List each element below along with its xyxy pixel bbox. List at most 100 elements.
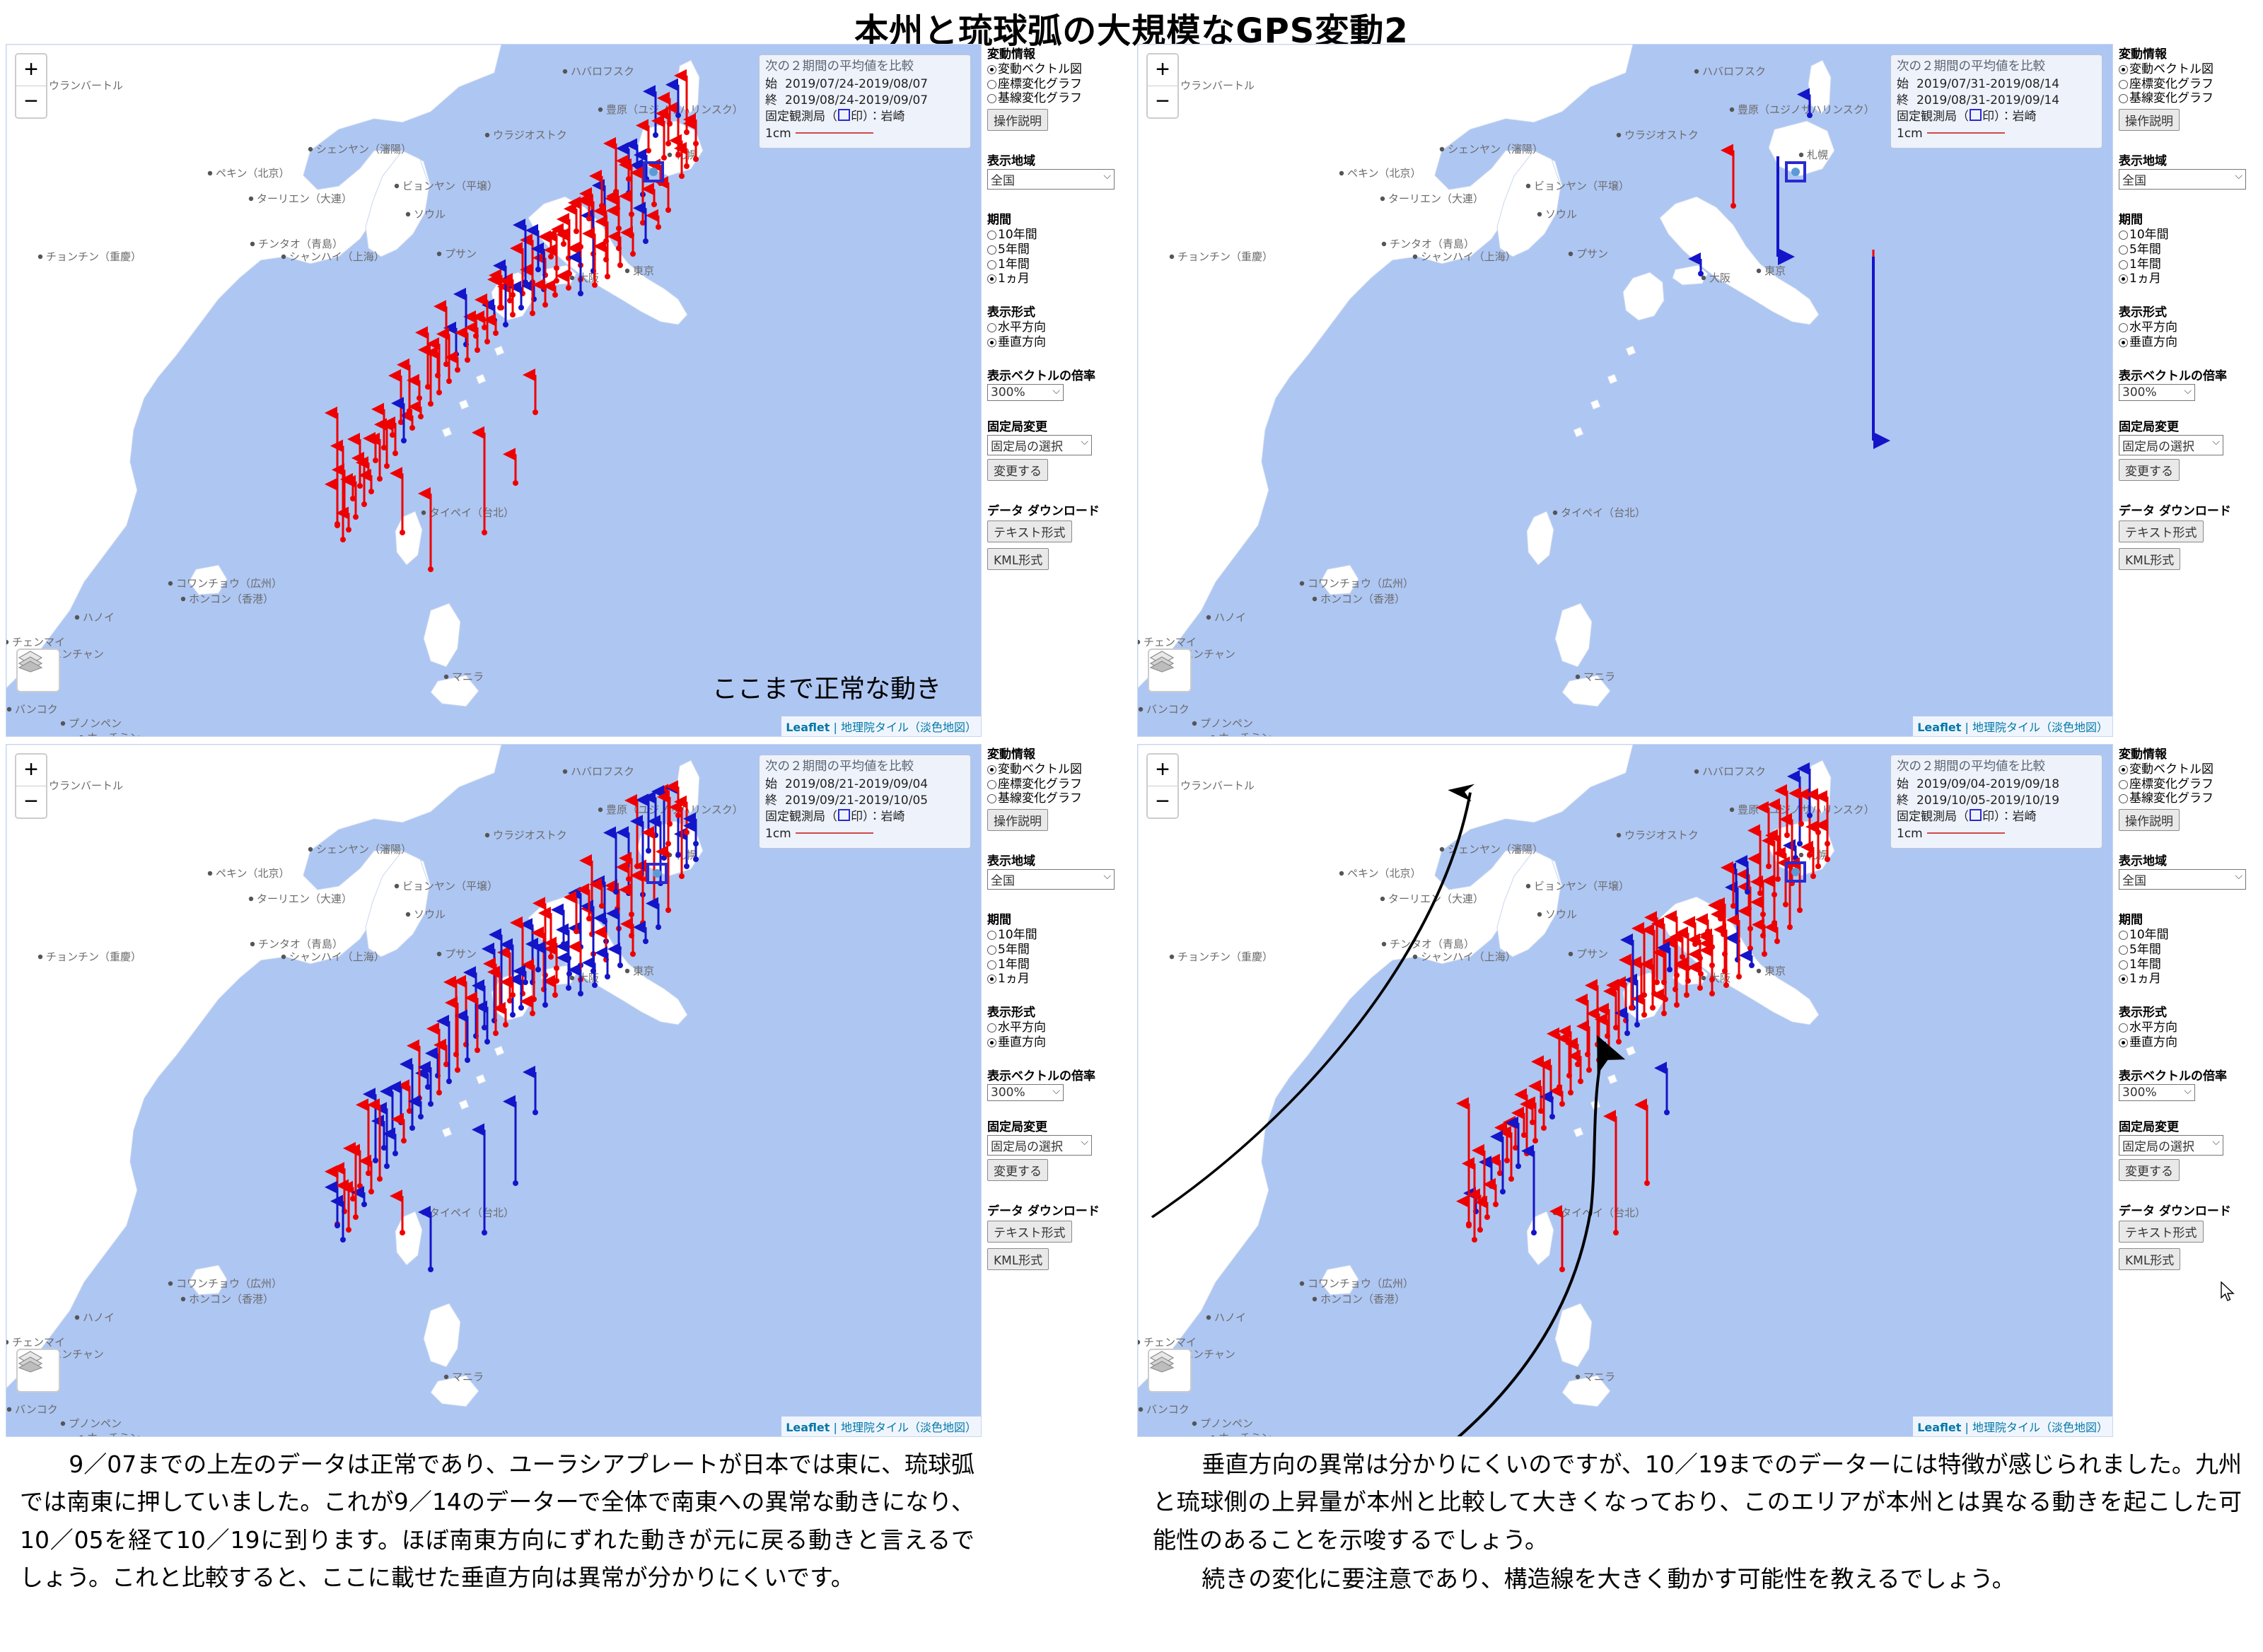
attribution-leaflet-link[interactable]: Leaflet bbox=[786, 721, 830, 734]
gps-map-panel-3[interactable]: ウランバートル ハバロフスク 豊原（ユジノサハリンスク） ウラジオストク シェンヤン（瀋… bbox=[0, 744, 1132, 1444]
radio-indicator[interactable] bbox=[2119, 337, 2128, 347]
leaflet-map[interactable]: ウランバートル ハバロフスク 豊原（ユジノサハリンスク） ウラジオストク シェンヤン（瀋… bbox=[1137, 744, 2113, 1437]
radio-variation-0[interactable]: 変動ベクトル図 bbox=[987, 62, 1132, 77]
radio-indicator[interactable] bbox=[2119, 1023, 2128, 1033]
download-text-button[interactable]: テキスト形式 bbox=[2119, 1220, 2204, 1243]
radio-indicator[interactable] bbox=[987, 231, 996, 240]
zoom-control[interactable]: + − bbox=[1146, 753, 1179, 819]
zoom-control[interactable]: + − bbox=[15, 53, 47, 119]
radio-indicator[interactable] bbox=[987, 260, 996, 269]
leaflet-map[interactable]: ウランバートル ハバロフスク 豊原（ユジノサハリンスク） ウラジオストク シェンヤン（瀋… bbox=[6, 744, 982, 1437]
radio-indicator[interactable] bbox=[987, 794, 996, 804]
control-form[interactable]: 変動情報 変動ベクトル図 座標変化グラフ 基線変化グラフ 操作説明 表示地域 ⌵ 全国 期間 10… bbox=[987, 744, 1132, 1437]
radio-variation-1[interactable]: 座標変化グラフ bbox=[2119, 77, 2263, 92]
radio-indicator[interactable] bbox=[2119, 779, 2128, 789]
radio-variation-0[interactable]: 変動ベクトル図 bbox=[987, 762, 1132, 777]
radio-indicator[interactable] bbox=[2119, 260, 2128, 269]
radio-period-2[interactable]: 1年間 bbox=[2119, 257, 2263, 272]
radio-indicator[interactable] bbox=[987, 1037, 996, 1047]
radio-period-1[interactable]: 5年間 bbox=[987, 943, 1132, 958]
radio-indicator[interactable] bbox=[987, 1023, 996, 1033]
radio-indicator[interactable] bbox=[2119, 65, 2128, 74]
help-button[interactable]: 操作説明 bbox=[987, 809, 1048, 832]
zoom-in-button[interactable]: + bbox=[16, 54, 46, 86]
radio-period-1[interactable]: 5年間 bbox=[987, 243, 1132, 257]
radio-variation-1[interactable]: 座標変化グラフ bbox=[2119, 777, 2263, 792]
radio-indicator[interactable] bbox=[2119, 274, 2128, 284]
apply-fixed-station-button[interactable]: 変更する bbox=[987, 1158, 1048, 1181]
radio-period-3[interactable]: 1ヵ月 bbox=[2119, 972, 2263, 987]
radio-indicator[interactable] bbox=[2119, 945, 2128, 955]
radio-indicator[interactable] bbox=[2119, 323, 2128, 333]
fixed-station-select[interactable]: ⌵ 固定局の選択 bbox=[987, 434, 1092, 455]
layers-control[interactable] bbox=[1148, 648, 1192, 692]
region-select[interactable]: ⌵ 全国 bbox=[987, 869, 1115, 890]
attribution-leaflet-link[interactable]: Leaflet bbox=[786, 1421, 830, 1434]
download-text-button[interactable]: テキスト形式 bbox=[987, 520, 1072, 542]
attribution-leaflet-link[interactable]: Leaflet bbox=[1917, 721, 1962, 734]
radio-period-0[interactable]: 10年間 bbox=[2119, 928, 2263, 943]
radio-period-0[interactable]: 10年間 bbox=[987, 928, 1132, 943]
radio-indicator[interactable] bbox=[2119, 794, 2128, 804]
attribution-leaflet-link[interactable]: Leaflet bbox=[1917, 1421, 1962, 1434]
vector-scale-select[interactable]: ⌵ 300% bbox=[987, 383, 1064, 401]
help-button[interactable]: 操作説明 bbox=[987, 109, 1048, 132]
radio-period-0[interactable]: 10年間 bbox=[2119, 228, 2263, 243]
gps-map-panel-4[interactable]: ウランバートル ハバロフスク 豊原（ユジノサハリンスク） ウラジオストク シェンヤン（瀋… bbox=[1132, 744, 2263, 1444]
radio-indicator[interactable] bbox=[987, 975, 996, 984]
radio-indicator[interactable] bbox=[987, 274, 996, 284]
radio-period-1[interactable]: 5年間 bbox=[2119, 943, 2263, 958]
radio-indicator[interactable] bbox=[987, 94, 996, 104]
radio-period-3[interactable]: 1ヵ月 bbox=[987, 972, 1132, 987]
download-kml-button[interactable]: KML形式 bbox=[2119, 1247, 2181, 1270]
radio-indicator[interactable] bbox=[2119, 931, 2128, 941]
fixed-station-select[interactable]: ⌵ 固定局の選択 bbox=[987, 1134, 1092, 1156]
apply-fixed-station-button[interactable]: 変更する bbox=[987, 458, 1048, 481]
attribution-tiles-link[interactable]: 地理院タイル（淡色地図） bbox=[1972, 721, 2108, 734]
radio-indicator[interactable] bbox=[2119, 231, 2128, 240]
help-button[interactable]: 操作説明 bbox=[2119, 809, 2180, 832]
radio-indicator[interactable] bbox=[2119, 245, 2128, 255]
radio-format-0[interactable]: 水平方向 bbox=[987, 1020, 1132, 1035]
leaflet-map[interactable]: ウランバートル ハバロフスク 豊原（ユジノサハリンスク） ウラジオストク シェンヤン（瀋… bbox=[6, 44, 982, 737]
radio-variation-2[interactable]: 基線変化グラフ bbox=[2119, 791, 2263, 806]
apply-fixed-station-button[interactable]: 変更する bbox=[2119, 1158, 2180, 1181]
region-select[interactable]: ⌵ 全国 bbox=[2119, 169, 2246, 190]
map-attribution[interactable]: Leaflet | 地理院タイル（淡色地図） bbox=[781, 1417, 981, 1436]
radio-format-0[interactable]: 水平方向 bbox=[987, 320, 1132, 335]
map-attribution[interactable]: Leaflet | 地理院タイル（淡色地図） bbox=[781, 716, 981, 736]
radio-format-1[interactable]: 垂直方向 bbox=[987, 335, 1132, 350]
radio-variation-2[interactable]: 基線変化グラフ bbox=[987, 91, 1132, 106]
radio-variation-1[interactable]: 座標変化グラフ bbox=[987, 777, 1132, 792]
radio-period-2[interactable]: 1年間 bbox=[2119, 958, 2263, 972]
radio-variation-2[interactable]: 基線変化グラフ bbox=[987, 791, 1132, 806]
radio-variation-0[interactable]: 変動ベクトル図 bbox=[2119, 762, 2263, 777]
radio-indicator[interactable] bbox=[987, 779, 996, 789]
radio-format-0[interactable]: 水平方向 bbox=[2119, 1020, 2263, 1035]
layers-control[interactable] bbox=[1148, 1349, 1192, 1392]
zoom-control[interactable]: + − bbox=[1146, 53, 1179, 119]
radio-period-3[interactable]: 1ヵ月 bbox=[987, 272, 1132, 286]
region-select[interactable]: ⌵ 全国 bbox=[2119, 869, 2246, 890]
attribution-tiles-link[interactable]: 地理院タイル（淡色地図） bbox=[1972, 1421, 2108, 1434]
attribution-tiles-link[interactable]: 地理院タイル（淡色地図） bbox=[840, 1421, 977, 1434]
radio-format-0[interactable]: 水平方向 bbox=[2119, 320, 2263, 335]
radio-indicator[interactable] bbox=[2119, 94, 2128, 104]
radio-indicator[interactable] bbox=[987, 79, 996, 89]
radio-indicator[interactable] bbox=[2119, 79, 2128, 89]
attribution-tiles-link[interactable]: 地理院タイル（淡色地図） bbox=[840, 721, 977, 734]
radio-variation-0[interactable]: 変動ベクトル図 bbox=[2119, 62, 2263, 77]
layers-control[interactable] bbox=[16, 1349, 60, 1392]
radio-period-2[interactable]: 1年間 bbox=[987, 257, 1132, 272]
zoom-out-button[interactable]: − bbox=[16, 786, 46, 818]
apply-fixed-station-button[interactable]: 変更する bbox=[2119, 458, 2180, 481]
radio-indicator[interactable] bbox=[987, 931, 996, 941]
help-button[interactable]: 操作説明 bbox=[2119, 109, 2180, 132]
zoom-in-button[interactable]: + bbox=[1148, 755, 1177, 786]
vector-scale-select[interactable]: ⌵ 300% bbox=[2119, 1083, 2195, 1101]
vector-scale-select[interactable]: ⌵ 300% bbox=[987, 1083, 1064, 1101]
control-form[interactable]: 変動情報 変動ベクトル図 座標変化グラフ 基線変化グラフ 操作説明 表示地域 ⌵ 全国 期間 10… bbox=[2119, 744, 2263, 1437]
control-form[interactable]: 変動情報 変動ベクトル図 座標変化グラフ 基線変化グラフ 操作説明 表示地域 ⌵ 全国 期間 10… bbox=[2119, 44, 2263, 737]
zoom-out-button[interactable]: − bbox=[1148, 786, 1177, 818]
radio-indicator[interactable] bbox=[987, 323, 996, 333]
